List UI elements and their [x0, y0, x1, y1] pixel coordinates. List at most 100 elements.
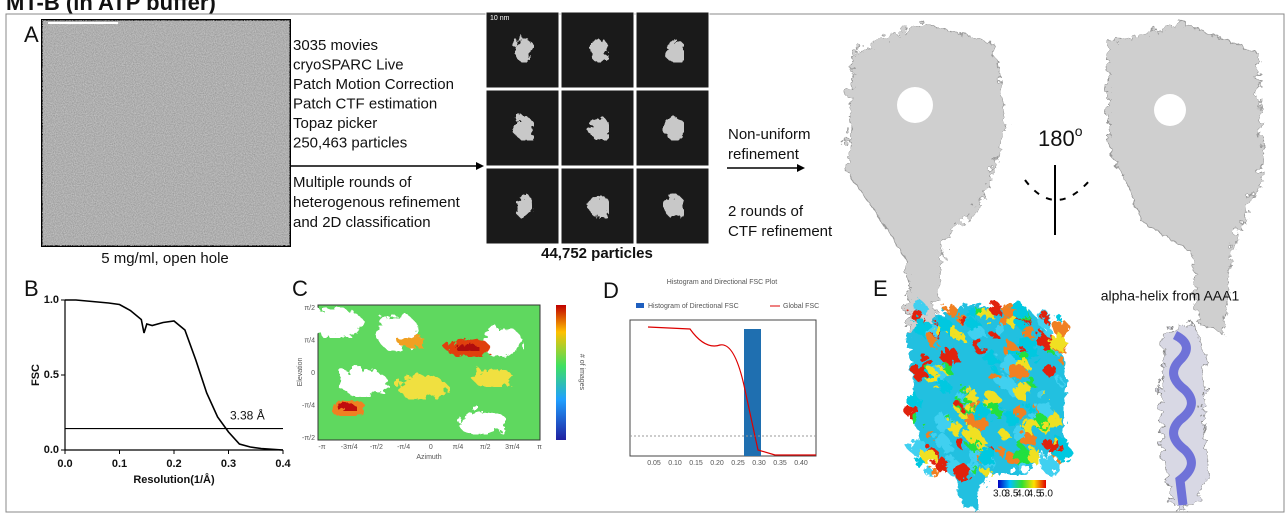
arrow-head	[797, 164, 805, 172]
map-blob	[1038, 454, 1055, 471]
map-blob	[940, 441, 951, 452]
map-blob	[1038, 310, 1048, 320]
panel-label: B	[24, 276, 39, 301]
step-text: and 2D classification	[293, 214, 431, 231]
map-blob	[933, 415, 947, 429]
colorbar	[998, 480, 1046, 488]
x-tick-label: -π	[318, 444, 325, 451]
heat-blob	[453, 340, 477, 350]
figure: MT-B (in ATP buffer) A 5 mg/ml, open hol…	[0, 0, 1288, 514]
map-blob	[983, 350, 997, 364]
rotation-arrow	[1025, 180, 1090, 200]
class-average	[587, 192, 607, 216]
map-blob	[961, 423, 977, 439]
x-tick-label: π/4	[453, 444, 464, 451]
class-average	[662, 36, 682, 60]
map-blob	[972, 305, 981, 314]
class-average	[512, 36, 532, 60]
x-tick-label: 0.20	[710, 460, 724, 467]
ticks: 3.03.54.04.55.0	[993, 489, 1053, 500]
map-blob	[924, 333, 935, 344]
map-blob	[903, 389, 918, 404]
map-blob	[978, 464, 987, 473]
map-blob	[993, 443, 1002, 452]
step-list: Multiple rounds of heterogenous refinemen…	[293, 174, 461, 231]
legend-swatch	[636, 303, 644, 308]
panel-label: C	[292, 276, 308, 301]
x-tick-label: -π/2	[370, 444, 383, 451]
x-axis-label: Resolution(1/Å)	[133, 473, 215, 486]
class-average	[512, 114, 532, 138]
x-tick-label: π	[537, 444, 542, 451]
map-blob	[968, 463, 975, 470]
legend-label: Global FSC	[783, 303, 819, 310]
map-blob	[920, 464, 926, 470]
step-text: refinement	[728, 146, 800, 163]
micrograph-texture	[42, 20, 290, 246]
step-text: CTF refinement	[728, 223, 833, 240]
y-tick-label: π/2	[304, 305, 315, 312]
map-blob	[986, 299, 999, 312]
map-blob	[908, 306, 920, 318]
map-blob	[956, 313, 965, 322]
map-blob	[1019, 415, 1035, 431]
map-blob	[962, 401, 969, 408]
class-average	[512, 192, 532, 216]
heat-blob	[455, 408, 505, 432]
x-tick-label: 0.10	[668, 460, 682, 467]
map-blob	[938, 435, 946, 443]
map-blob	[1040, 324, 1048, 332]
y-tick-label: 1.0	[44, 294, 59, 306]
step-text: Patch Motion Correction	[293, 76, 454, 93]
x-tick-label: -π/4	[397, 444, 410, 451]
map-blob	[1015, 318, 1024, 327]
y-tick-label: 0.0	[44, 444, 59, 456]
x-tick-label: 0.3	[221, 458, 236, 470]
heat-blob	[335, 366, 385, 394]
map-blob	[1014, 459, 1024, 469]
map-blob	[943, 302, 954, 313]
x-tick-label: 0.05	[647, 460, 661, 467]
step-text: Multiple rounds of	[293, 174, 412, 191]
x-tick-label: 0.25	[731, 460, 745, 467]
colorbar-tick: 5.0	[1039, 489, 1053, 500]
x-tick-label: -3π/4	[341, 444, 358, 451]
x-axis-label: Azimuth	[416, 454, 441, 461]
heat-blob	[480, 325, 520, 355]
map-blob	[1055, 353, 1061, 359]
map-blob	[945, 323, 956, 334]
step-text: heterogenous refinement	[293, 194, 461, 211]
x-tick-label: 3π/4	[505, 444, 520, 451]
map-blob	[1045, 331, 1063, 349]
rotation-label: 180o	[1038, 123, 1083, 151]
map-blob	[965, 316, 977, 328]
x-tick-label: 0.40	[794, 460, 808, 467]
caption: 5 mg/ml, open hole	[101, 250, 229, 267]
map-blob	[1033, 386, 1042, 395]
x-tick-label: π/2	[480, 444, 491, 451]
step-text: 3035 movies	[293, 37, 378, 54]
map-blob	[988, 370, 999, 381]
x-tick-label: 0.30	[752, 460, 766, 467]
local-resolution-map	[903, 299, 1068, 505]
plot-title: Histogram and Directional FSC Plot	[667, 279, 778, 286]
caption: 44,752 particles	[541, 245, 653, 262]
map-blob	[963, 304, 974, 315]
y-tick-label: -π/2	[302, 435, 315, 442]
map-blob	[1017, 365, 1025, 373]
map-blob	[938, 344, 956, 362]
step-text: 2 rounds of	[728, 203, 804, 220]
panel-label: A	[24, 22, 39, 47]
x-tick-label: 0.1	[112, 458, 127, 470]
y-tick-label: π/4	[304, 337, 315, 344]
map-blob	[1018, 389, 1025, 396]
map-blob	[952, 435, 961, 444]
step-list: 2 rounds of CTF refinement	[728, 203, 833, 240]
x-tick-label: 0.0	[57, 458, 72, 470]
class-average	[587, 114, 607, 138]
x-tick-label: 0	[429, 444, 433, 451]
map-blob	[1052, 311, 1059, 318]
arrow-head	[476, 162, 484, 170]
